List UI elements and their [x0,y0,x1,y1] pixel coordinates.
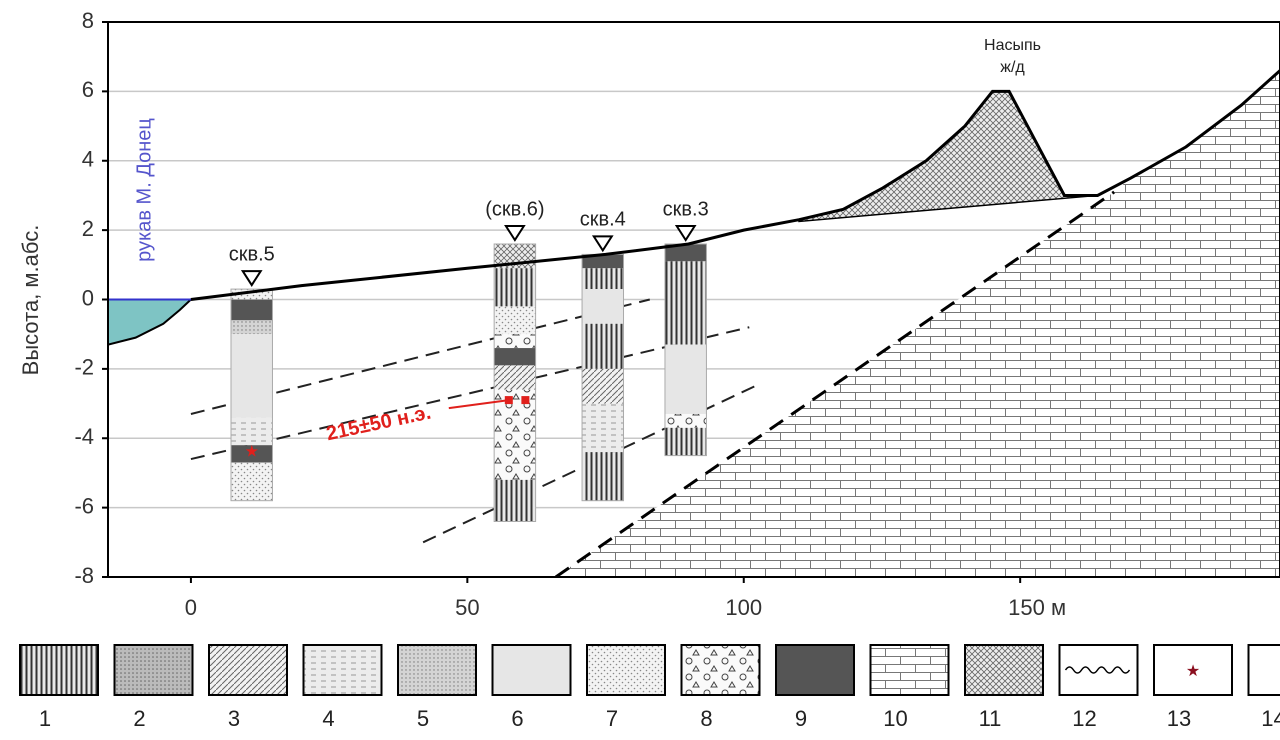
legend-swatch [209,645,287,695]
legend-label: 1 [39,706,51,731]
borehole-layer [582,452,623,501]
borehole-layer [231,320,272,334]
y-tick-label: 6 [82,77,94,102]
legend-label: 6 [511,706,523,731]
legend-swatch [115,645,193,695]
legend-label: 2 [133,706,145,731]
borehole-layer [665,414,706,428]
legend-label: 8 [700,706,712,731]
y-tick-label: -2 [74,355,94,380]
legend-label: 13 [1167,706,1191,731]
borehole-marker [594,236,612,250]
legend-label: 3 [228,706,240,731]
embankment-label: ж/д [1000,59,1025,76]
legend-swatch [871,645,949,695]
legend-swatch [965,645,1043,695]
borehole-layer [494,306,535,334]
borehole-layer [494,365,535,389]
river-water [108,300,191,345]
borehole-layer [494,348,535,365]
legend-label: 7 [606,706,618,731]
borehole-marker [506,226,524,240]
borehole-label: скв.4 [580,209,626,231]
legend-swatch [20,645,98,695]
date-sample [521,396,529,404]
y-axis-label: Высота, м.абс. [18,225,43,376]
x-tick-label: 0 [185,595,197,620]
borehole-layer [494,390,535,480]
legend-star: ★ [1186,663,1200,680]
borehole-layer [582,268,623,289]
borehole-label: (скв.6) [485,198,544,220]
legend-swatch [682,645,760,695]
borehole-label: скв.5 [229,243,275,265]
y-tick-label: 8 [82,8,94,33]
y-tick-label: 0 [82,285,94,310]
borehole-layer [665,261,706,344]
borehole-marker [243,271,261,285]
borehole-layer [494,480,535,522]
legend-swatch [587,645,665,695]
borehole-layer [494,268,535,306]
y-tick-label: -6 [74,493,94,518]
borehole-layer [582,324,623,369]
river-label: рукав М. Донец [133,118,155,262]
x-tick-label: 50 [455,595,479,620]
plot-area: ★ [108,22,1280,577]
star-sample: ★ [245,443,259,460]
borehole-layer [231,463,272,501]
legend-swatch [776,645,854,695]
borehole-layer [582,289,623,324]
borehole-layer [665,345,706,414]
embankment-label: Насыпь [984,37,1041,54]
legend-label: 4 [322,706,334,731]
legend-swatch [398,645,476,695]
borehole-layer [582,369,623,404]
legend-label: 9 [795,706,807,731]
legend-label: 12 [1072,706,1096,731]
borehole-label: скв.3 [663,198,709,220]
legend-label: 10 [883,706,907,731]
x-tick-label: 150 м [1008,595,1066,620]
borehole-marker [677,226,695,240]
y-tick-label: -8 [74,563,94,588]
borehole-layer [665,428,706,456]
borehole-layer [231,334,272,417]
borehole-layer [494,334,535,348]
legend-swatch [1249,645,1280,695]
legend-swatch [1060,645,1138,695]
embankment [799,91,1098,221]
legend-swatch [493,645,571,695]
y-tick-label: 4 [82,147,94,172]
legend-label: 11 [979,706,1002,731]
y-tick-label: 2 [82,216,94,241]
legend-swatch [304,645,382,695]
y-tick-label: -4 [74,424,94,449]
borehole-layer [231,300,272,321]
legend-label: 14 [1261,706,1280,731]
x-tick-label: 100 [725,595,762,620]
legend-label: 5 [417,706,429,731]
borehole-layer [231,417,272,445]
borehole-layer [582,404,623,453]
